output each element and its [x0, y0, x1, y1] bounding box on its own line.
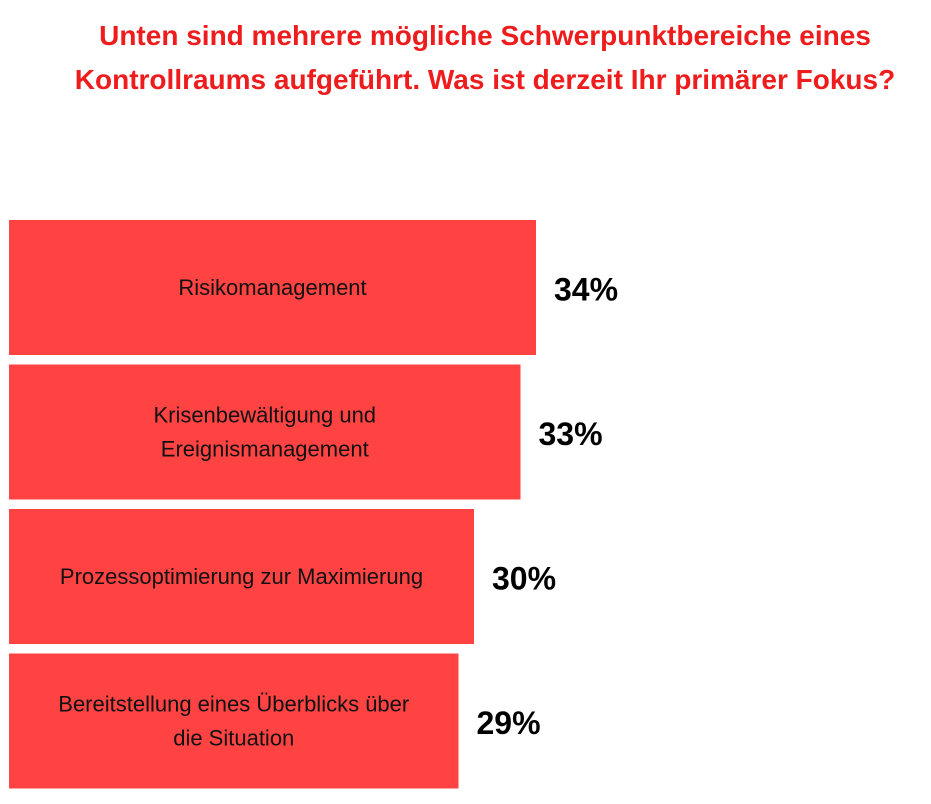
bars-group: Risikomanagement 34% Krisenbewältigung und… [9, 220, 618, 789]
category-label-1: Risikomanagement [178, 275, 366, 300]
value-label-3: 30% [492, 561, 556, 597]
category-label-3: Prozessoptimierung zur Maximierung [60, 564, 423, 589]
value-label-4: 29% [477, 705, 541, 741]
bar-1 [9, 220, 536, 355]
value-label-1: 34% [554, 272, 618, 308]
category-label-2-line-1: Krisenbewältigung und [153, 403, 376, 428]
bar-3 [9, 509, 474, 644]
category-label-4-line-1: Bereitstellung eines Überblicks über [58, 692, 409, 717]
bar-4 [9, 653, 459, 789]
value-label-2: 33% [539, 416, 603, 452]
category-label-2-line-2: Ereignismanagement [161, 437, 369, 462]
category-label-4-line-2: die Situation [173, 726, 294, 751]
bar-2 [9, 364, 521, 500]
chart-title: Unten sind mehrere mögliche Schwerpunktb… [74, 20, 896, 95]
